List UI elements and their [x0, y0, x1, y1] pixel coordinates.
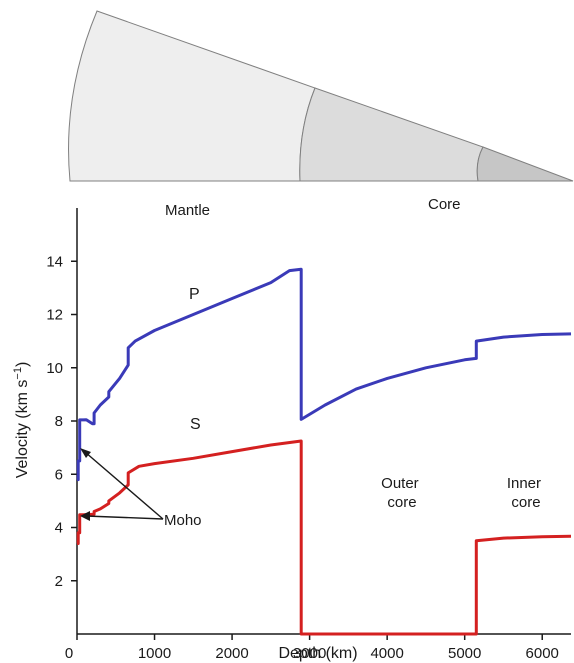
s-series-label: S: [190, 416, 201, 433]
moho-arrow-upper: [84, 451, 164, 520]
y-tick-label: 8: [55, 413, 63, 430]
mantle-layer: [68, 10, 316, 182]
x-tick-label: 5000: [448, 645, 481, 662]
y-tick-label: 4: [55, 520, 63, 537]
y-axis-title-superscript: −1: [12, 367, 24, 380]
x-tick-label: 0: [65, 645, 73, 662]
y-axis-title: Velocity (km s−1): [12, 362, 31, 479]
core-label: Core: [428, 196, 461, 213]
x-ticks: 0 1000 2000 3000 4000 5000 6000: [65, 634, 559, 662]
p-series-label: P: [189, 286, 200, 303]
mantle-label: Mantle: [165, 202, 210, 219]
inner-core-label-line1: Inner: [507, 475, 541, 492]
outer-core-label: Outer core: [381, 475, 423, 511]
outer-core-label-line1: Outer: [381, 475, 419, 492]
moho-annotation: Moho: [80, 448, 202, 529]
x-tick-label: 3000: [293, 645, 326, 662]
x-axis-title: Depth (km): [278, 645, 357, 662]
y-tick-label: 14: [46, 253, 63, 270]
y-axis-title-main: Velocity (km s: [14, 380, 31, 479]
y-axis-title-close: ): [14, 362, 31, 367]
y-tick-label: 6: [55, 466, 63, 483]
x-tick-label: 6000: [526, 645, 559, 662]
outer-core-layer: [299, 87, 484, 182]
earth-cross-section: [68, 10, 574, 182]
p-wave-line: [76, 267, 572, 482]
moho-arrowhead-lower: [80, 511, 90, 521]
x-tick-label: 2000: [215, 645, 248, 662]
axes: [76, 208, 571, 635]
inner-core-label: Inner core: [507, 475, 545, 511]
inner-core-layer: [476, 146, 574, 182]
outer-core-label-line2: core: [387, 494, 416, 511]
inner-core-label-line2: core: [511, 494, 540, 511]
y-tick-label: 2: [55, 573, 63, 590]
y-ticks: 2 4 6 8 10 12 14: [46, 253, 77, 590]
moho-arrowhead-upper: [80, 448, 91, 458]
s-wave-line: [76, 439, 572, 636]
moho-label: Moho: [164, 512, 202, 529]
y-tick-label: 12: [46, 307, 63, 324]
x-tick-label: 1000: [138, 645, 171, 662]
y-tick-label: 10: [46, 360, 63, 377]
x-tick-label: 4000: [370, 645, 403, 662]
moho-arrow-lower: [85, 515, 164, 520]
